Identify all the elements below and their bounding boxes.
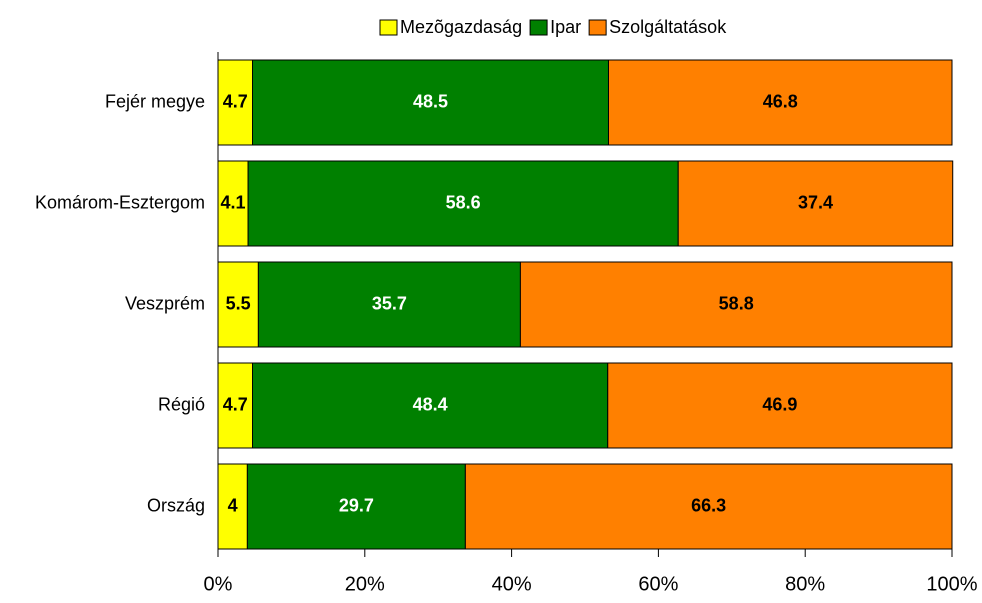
x-tick-label: 20% <box>345 573 385 595</box>
data-label: 5.5 <box>226 293 251 313</box>
data-label: 4 <box>228 495 238 515</box>
x-tick-label: 40% <box>492 573 532 595</box>
bar-segment <box>464 463 953 550</box>
data-label: 66.3 <box>691 495 726 515</box>
data-label: 48.4 <box>413 394 448 414</box>
data-label: 29.7 <box>339 495 374 515</box>
bar-segment <box>607 362 953 449</box>
data-label: 48.5 <box>413 91 448 111</box>
y-tick-label: Régió <box>158 394 205 414</box>
legend-swatch <box>588 19 607 36</box>
x-tick-label: 0% <box>204 573 233 595</box>
bar-segment <box>247 160 679 247</box>
data-label: 46.9 <box>762 394 797 414</box>
x-tick-label: 60% <box>638 573 678 595</box>
bar-segment <box>217 463 248 550</box>
legend-label: Szolgáltatások <box>609 17 727 37</box>
data-label: 4.1 <box>221 192 246 212</box>
bar-segment <box>607 59 953 146</box>
y-tick-label: Fejér megye <box>105 91 205 111</box>
legend-swatch <box>379 19 398 36</box>
x-tick-label: 80% <box>785 573 825 595</box>
data-label: 58.8 <box>719 293 754 313</box>
bar-segment <box>217 362 253 449</box>
data-label: 46.8 <box>763 91 798 111</box>
y-tick-label: Veszprém <box>125 293 205 313</box>
legend-swatch <box>529 19 548 36</box>
bar-segment <box>217 59 253 146</box>
bar-segment <box>217 261 259 348</box>
legend-label: Mezõgazdaság <box>400 17 522 37</box>
bar-segment <box>251 59 609 146</box>
y-tick-label: Ország <box>147 495 205 515</box>
bar-segment <box>519 261 953 348</box>
data-label: 4.7 <box>223 91 248 111</box>
y-tick-label: Komárom-Esztergom <box>35 192 205 212</box>
legend-label: Ipar <box>550 17 581 37</box>
x-tick-label: 100% <box>926 573 977 595</box>
bar-segment <box>677 160 954 247</box>
data-label: 37.4 <box>798 192 833 212</box>
bar-segment <box>246 463 466 550</box>
data-label: 58.6 <box>446 192 481 212</box>
data-label: 35.7 <box>372 293 407 313</box>
data-label: 4.7 <box>223 394 248 414</box>
bar-segment <box>257 261 521 348</box>
